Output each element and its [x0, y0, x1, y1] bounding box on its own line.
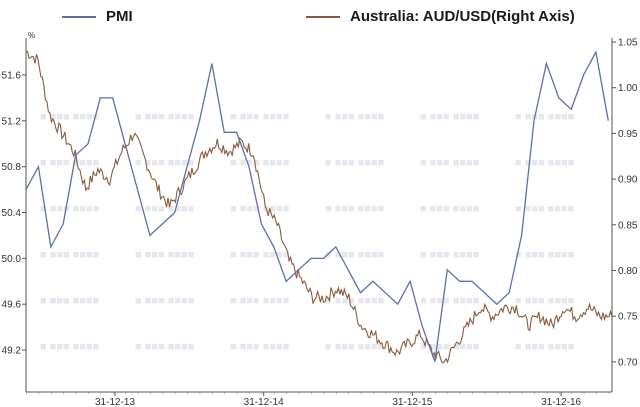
svg-text:■ ■■■ ■■■■: ■ ■■■ ■■■■: [420, 295, 479, 307]
x-axis-tick-label: 31-12-16: [541, 397, 581, 407]
svg-text:■ ■■■ ■■■■: ■ ■■■ ■■■■: [40, 111, 99, 123]
svg-text:■ ■■■ ■■■■: ■ ■■■ ■■■■: [40, 203, 99, 215]
svg-text:■ ■■■ ■■■■: ■ ■■■ ■■■■: [515, 111, 574, 123]
svg-text:■ ■■■ ■■■■: ■ ■■■ ■■■■: [135, 203, 194, 215]
chart-series: [25, 50, 613, 364]
audusd-line: [25, 50, 613, 364]
right-axis-tick-label: 1.00: [618, 83, 638, 94]
svg-text:■ ■■■ ■■■■: ■ ■■■ ■■■■: [420, 203, 479, 215]
svg-text:■ ■■■ ■■■■: ■ ■■■ ■■■■: [135, 249, 194, 261]
svg-text:■ ■■■ ■■■■: ■ ■■■ ■■■■: [135, 111, 194, 123]
legend-item-audusd[interactable]: Australia: AUD/USD(Right Axis): [306, 8, 575, 25]
svg-text:■ ■■■ ■■■■: ■ ■■■ ■■■■: [230, 295, 289, 307]
right-axis-tick-label: 0.95: [618, 129, 638, 140]
svg-text:■ ■■■ ■■■■: ■ ■■■ ■■■■: [515, 157, 574, 169]
svg-text:■ ■■■ ■■■■: ■ ■■■ ■■■■: [40, 249, 99, 261]
svg-text:■ ■■■ ■■■■: ■ ■■■ ■■■■: [515, 341, 574, 353]
left-axis-tick-label: 49.2: [2, 346, 22, 357]
right-axis-tick-label: 1.05: [618, 38, 638, 49]
right-axis-tick-label: 0.90: [618, 175, 638, 186]
left-axis-tick-label: 50.0: [2, 254, 22, 265]
left-axis-tick-label: 51.2: [2, 116, 22, 127]
svg-text:■ ■■■ ■■■■: ■ ■■■ ■■■■: [325, 341, 384, 353]
x-axis-tick-label: 31-12-14: [244, 397, 284, 407]
legend-item-pmi[interactable]: PMI: [62, 8, 133, 25]
svg-text:■ ■■■ ■■■■: ■ ■■■ ■■■■: [325, 157, 384, 169]
svg-text:■ ■■■ ■■■■: ■ ■■■ ■■■■: [325, 111, 384, 123]
left-axis-tick-label: 50.8: [2, 162, 22, 173]
x-axis-tick-label: 31-12-15: [392, 397, 432, 407]
svg-text:■ ■■■ ■■■■: ■ ■■■ ■■■■: [420, 249, 479, 261]
legend-label-pmi: PMI: [106, 8, 133, 25]
x-axis-tick-label: 31-12-13: [95, 397, 135, 407]
svg-text:■ ■■■ ■■■■: ■ ■■■ ■■■■: [40, 341, 99, 353]
svg-text:■ ■■■ ■■■■: ■ ■■■ ■■■■: [230, 111, 289, 123]
left-axis-tick-label: 49.6: [2, 300, 22, 311]
svg-text:■ ■■■ ■■■■: ■ ■■■ ■■■■: [230, 203, 289, 215]
right-axis-tick-label: 0.85: [618, 220, 638, 231]
svg-text:■ ■■■ ■■■■: ■ ■■■ ■■■■: [230, 249, 289, 261]
svg-text:■ ■■■ ■■■■: ■ ■■■ ■■■■: [515, 295, 574, 307]
svg-text:■ ■■■ ■■■■: ■ ■■■ ■■■■: [325, 203, 384, 215]
svg-text:■ ■■■ ■■■■: ■ ■■■ ■■■■: [325, 249, 384, 261]
svg-text:■ ■■■ ■■■■: ■ ■■■ ■■■■: [420, 111, 479, 123]
svg-text:■ ■■■ ■■■■: ■ ■■■ ■■■■: [40, 157, 99, 169]
pmi-line: [25, 50, 609, 362]
right-axis-tick-label: 0.80: [618, 266, 638, 277]
left-axis-tick-label: 50.4: [2, 208, 22, 219]
legend-label-audusd: Australia: AUD/USD(Right Axis): [350, 8, 575, 25]
svg-text:■ ■■■ ■■■■: ■ ■■■ ■■■■: [420, 341, 479, 353]
svg-text:■ ■■■ ■■■■: ■ ■■■ ■■■■: [135, 295, 194, 307]
svg-text:■ ■■■ ■■■■: ■ ■■■ ■■■■: [230, 157, 289, 169]
svg-text:■ ■■■ ■■■■: ■ ■■■ ■■■■: [325, 295, 384, 307]
left-axis-tick-label: 51.6: [2, 71, 22, 82]
right-axis-tick-label: 0.70: [618, 357, 638, 368]
svg-text:■ ■■■ ■■■■: ■ ■■■ ■■■■: [230, 341, 289, 353]
svg-text:■ ■■■ ■■■■: ■ ■■■ ■■■■: [135, 157, 194, 169]
legend-swatch-audusd: [306, 15, 340, 18]
right-axis-tick-label: 0.75: [618, 312, 638, 323]
svg-text:■ ■■■ ■■■■: ■ ■■■ ■■■■: [135, 341, 194, 353]
legend-swatch-pmi: [62, 15, 96, 18]
svg-text:■ ■■■ ■■■■: ■ ■■■ ■■■■: [420, 157, 479, 169]
svg-text:■ ■■■ ■■■■: ■ ■■■ ■■■■: [40, 295, 99, 307]
chart-legend: PMI Australia: AUD/USD(Right Axis): [0, 8, 640, 32]
chart-axes: % 51.6 51.2 50.8 50.4 50.0 49.6 49.2 1.05 1.00 0.9…: [2, 31, 638, 407]
left-axis-unit: %: [28, 31, 35, 40]
svg-text:■ ■■■ ■■■■: ■ ■■■ ■■■■: [515, 203, 574, 215]
svg-text:■ ■■■ ■■■■: ■ ■■■ ■■■■: [515, 249, 574, 261]
